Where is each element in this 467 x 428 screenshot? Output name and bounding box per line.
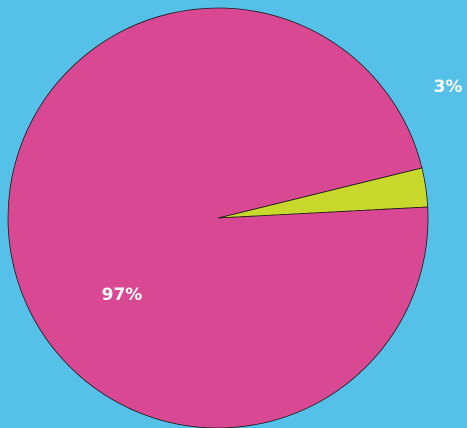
slice-label-3-percent: 3% bbox=[434, 77, 463, 97]
pie-slice-97-percent bbox=[7, 7, 429, 428]
pie-labels: 3% 97% bbox=[102, 77, 463, 305]
slice-label-97-percent: 97% bbox=[102, 285, 143, 305]
pie-slices bbox=[7, 7, 429, 428]
